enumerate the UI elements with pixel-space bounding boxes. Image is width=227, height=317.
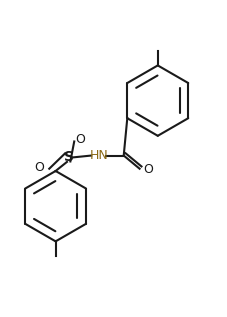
- Text: O: O: [34, 161, 44, 174]
- Text: HN: HN: [89, 149, 108, 162]
- Text: O: O: [76, 133, 86, 146]
- Text: O: O: [143, 163, 153, 176]
- Text: S: S: [64, 150, 74, 165]
